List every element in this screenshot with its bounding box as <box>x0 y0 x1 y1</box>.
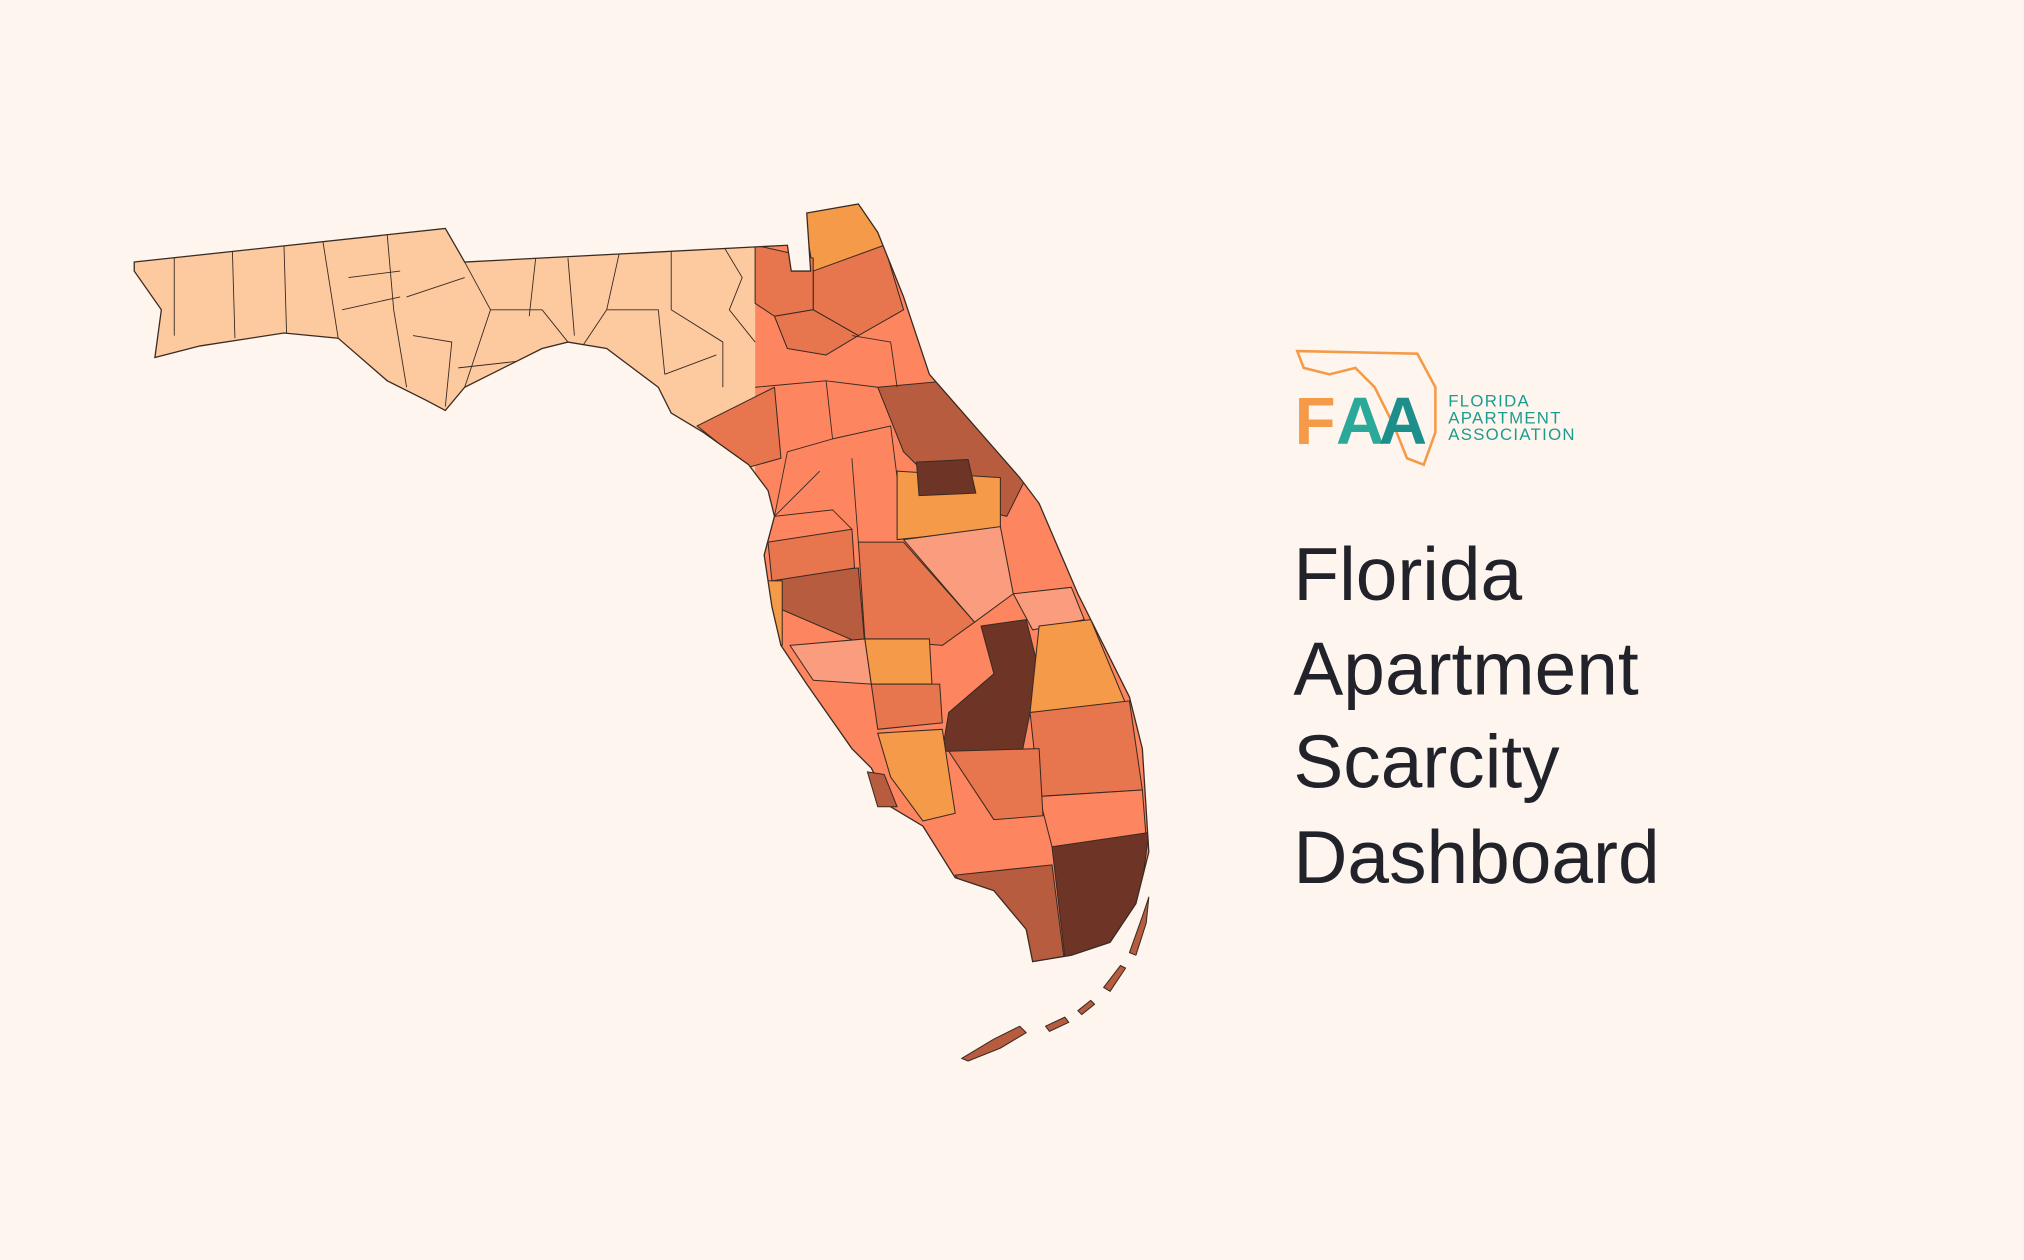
logo-letter: A <box>1336 384 1384 459</box>
logo-letter: A <box>1379 384 1427 459</box>
county <box>1029 700 1143 797</box>
keys <box>1045 896 1150 1032</box>
county <box>877 728 956 822</box>
title-line: Florida <box>1293 532 1522 616</box>
county <box>1012 586 1085 631</box>
county <box>857 541 976 646</box>
keys <box>961 1025 1027 1062</box>
title-line: Apartment <box>1293 626 1639 710</box>
title-line: Dashboard <box>1293 815 1659 899</box>
county <box>915 459 977 497</box>
logo: F A A FLORIDA APARTMENT ASSOCIATION <box>1295 349 1576 467</box>
logo-outline <box>1295 349 1437 467</box>
county <box>870 683 943 730</box>
logo-name: FLORIDA <box>1448 392 1530 411</box>
county <box>767 528 856 582</box>
title-line: Scarcity <box>1293 719 1560 803</box>
county <box>948 748 1044 821</box>
logo-letter: F <box>1295 384 1336 459</box>
title: Florida Apartment Scarcity Dashboard <box>1293 532 1659 899</box>
logo-name: APARTMENT <box>1448 408 1561 427</box>
island <box>866 771 898 808</box>
county <box>773 309 859 356</box>
county <box>864 638 933 685</box>
logo-name: ASSOCIATION <box>1448 425 1576 444</box>
